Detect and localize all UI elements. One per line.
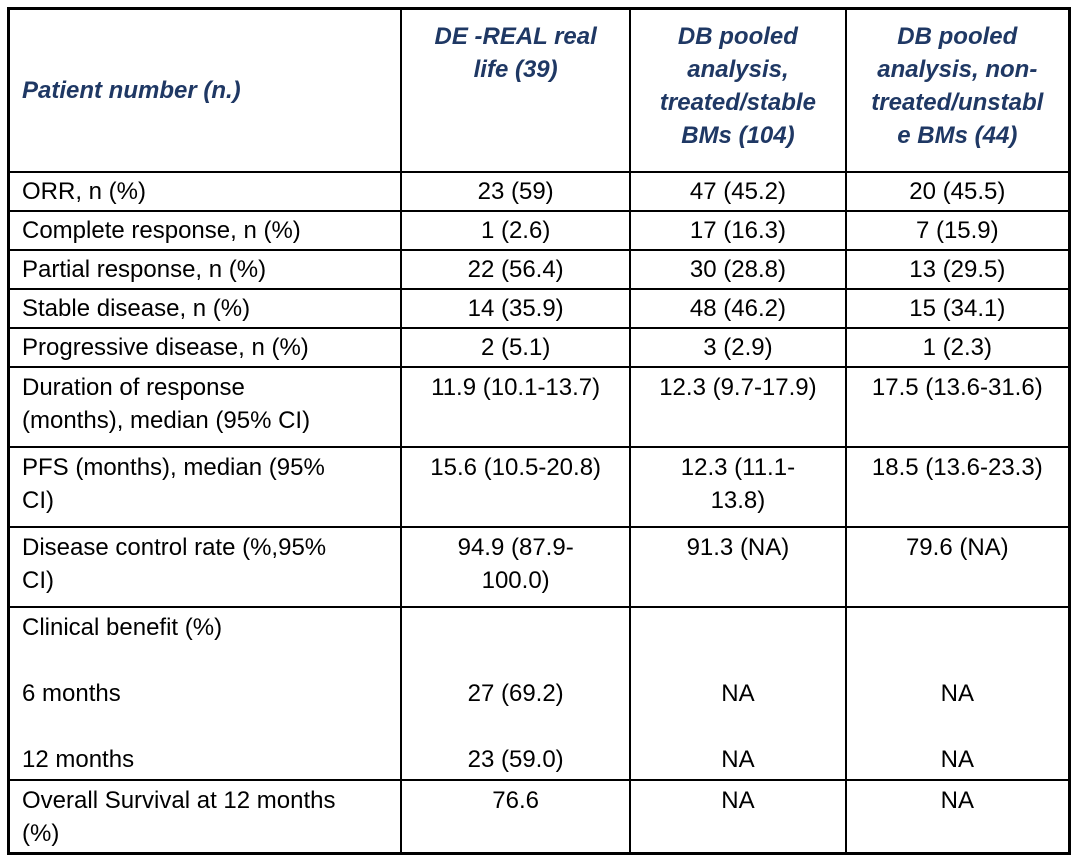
table-row-duration-of-response: Duration of response (months), median (9… (7, 366, 1071, 449)
row-value: 17.5 (13.6-31.6) (844, 366, 1071, 449)
row-value: 18.5 (13.6-23.3) (844, 446, 1071, 529)
row-label: Stable disease, n (%) (7, 287, 403, 329)
row-value: 7 (15.9) (844, 209, 1071, 251)
row-label: Disease control rate (%,95% CI) (7, 526, 403, 609)
row-value: 11.9 (10.1-13.7) (400, 366, 632, 449)
row-value: 15.6 (10.5-20.8) (400, 446, 632, 529)
row-value: 79.6 (NA) (844, 526, 1071, 609)
row-value: 12.3 (9.7-17.9) (629, 366, 847, 449)
row-label: Progressive disease, n (%) (7, 326, 403, 369)
row-value: 27 (69.2) 23 (59.0) (400, 606, 632, 781)
table-row-clinical-benefit: Clinical benefit (%) 6 months 12 months … (7, 606, 1071, 781)
table-row-orr: ORR, n (%) 23 (59) 47 (45.2) 20 (45.5) (7, 170, 1071, 212)
row-value: 22 (56.4) (400, 248, 632, 290)
table-row-stable-disease: Stable disease, n (%) 14 (35.9) 48 (46.2… (7, 287, 1071, 329)
row-value: 14 (35.9) (400, 287, 632, 329)
row-value: 2 (5.1) (400, 326, 632, 369)
row-value: 94.9 (87.9- 100.0) (400, 526, 632, 609)
row-value: 20 (45.5) (844, 170, 1071, 212)
row-value: 3 (2.9) (629, 326, 847, 369)
row-value: 12.3 (11.1- 13.8) (629, 446, 847, 529)
table-row-pfs: PFS (months), median (95% CI) 15.6 (10.5… (7, 446, 1071, 529)
row-value: 23 (59) (400, 170, 632, 212)
row-value: 17 (16.3) (629, 209, 847, 251)
row-value: NA NA (844, 606, 1071, 781)
row-label: ORR, n (%) (7, 170, 403, 212)
row-value: 30 (28.8) (629, 248, 847, 290)
header-db-treated-stable: DB pooled analysis, treated/stable BMs (… (629, 7, 847, 173)
row-label: Overall Survival at 12 months (%) (7, 778, 403, 855)
header-row: Patient number (n.) DE -REAL real life (… (7, 7, 1071, 173)
table-row-disease-control-rate: Disease control rate (%,95% CI) 94.9 (87… (7, 526, 1071, 609)
row-value: NA (629, 778, 847, 855)
row-value: NA (844, 778, 1071, 855)
row-value: 48 (46.2) (629, 287, 847, 329)
outcomes-table: Patient number (n.) DE -REAL real life (… (7, 7, 1071, 855)
row-value: 13 (29.5) (844, 248, 1071, 290)
row-label: Duration of response (months), median (9… (7, 366, 403, 449)
row-label: Complete response, n (%) (7, 209, 403, 251)
table-row-partial-response: Partial response, n (%) 22 (56.4) 30 (28… (7, 248, 1071, 290)
row-value: 15 (34.1) (844, 287, 1071, 329)
header-de-real: DE -REAL real life (39) (400, 7, 632, 173)
header-patient-number: Patient number (n.) (7, 7, 403, 173)
row-value: 1 (2.3) (844, 326, 1071, 369)
row-value: 47 (45.2) (629, 170, 847, 212)
row-value: 76.6 (400, 778, 632, 855)
row-label: Clinical benefit (%) 6 months 12 months (7, 606, 403, 781)
header-db-nontreated-unstable: DB pooled analysis, non- treated/unstabl… (844, 7, 1071, 173)
row-label: Partial response, n (%) (7, 248, 403, 290)
row-value: 1 (2.6) (400, 209, 632, 251)
table-row-overall-survival: Overall Survival at 12 months (%) 76.6 N… (7, 778, 1071, 855)
row-value: 91.3 (NA) (629, 526, 847, 609)
table-row-complete-response: Complete response, n (%) 1 (2.6) 17 (16.… (7, 209, 1071, 251)
table-row-progressive-disease: Progressive disease, n (%) 2 (5.1) 3 (2.… (7, 326, 1071, 369)
row-label: PFS (months), median (95% CI) (7, 446, 403, 529)
row-value: NA NA (629, 606, 847, 781)
